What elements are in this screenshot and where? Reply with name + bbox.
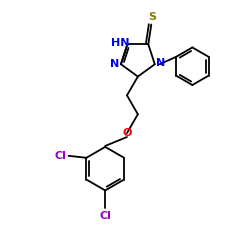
Text: Cl: Cl [55, 151, 66, 161]
Text: N: N [110, 59, 120, 69]
Text: S: S [148, 12, 156, 22]
Text: HN: HN [111, 38, 130, 48]
Text: Cl: Cl [99, 211, 111, 221]
Text: N: N [156, 58, 165, 68]
Text: O: O [122, 128, 132, 138]
